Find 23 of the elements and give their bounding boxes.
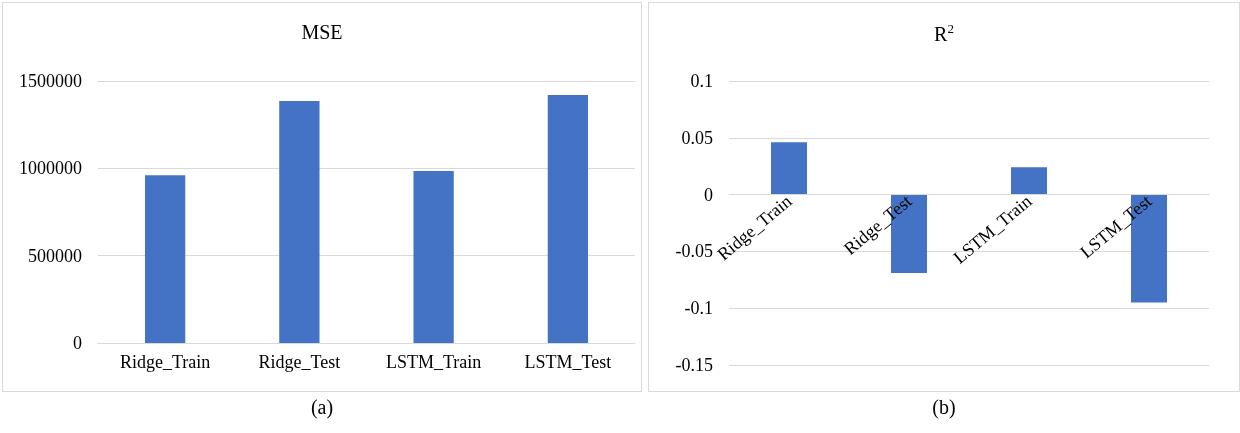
bar xyxy=(279,101,320,343)
bar xyxy=(413,170,454,343)
y-tick-label: 0 xyxy=(73,333,82,353)
x-tick-label: LSTM_Train xyxy=(385,352,482,372)
y-tick-label: 0.05 xyxy=(681,127,713,148)
y-tick-label: 1500000 xyxy=(19,71,82,91)
y-tick-label: 0 xyxy=(704,184,713,205)
text: (b) xyxy=(931,396,957,419)
y-tick-label: 0.1 xyxy=(690,71,713,91)
chart-title: MSE xyxy=(301,21,343,43)
y-tick-label: -0.05 xyxy=(675,241,713,262)
x-tick-label: Ridge_Train xyxy=(119,352,211,372)
bar xyxy=(547,94,589,343)
y-tick-label: -0.1 xyxy=(684,298,713,319)
x-tick-label: LSTM_Test xyxy=(524,352,612,372)
bar xyxy=(771,142,807,195)
y-tick-label: 1000000 xyxy=(19,158,82,179)
y-tick-label: -0.15 xyxy=(675,355,713,375)
bar xyxy=(144,175,186,343)
text: (a) xyxy=(309,396,335,419)
y-tick-label: 500000 xyxy=(28,245,82,266)
bar xyxy=(1011,167,1047,195)
x-tick-label: Ridge_Test xyxy=(258,352,341,372)
